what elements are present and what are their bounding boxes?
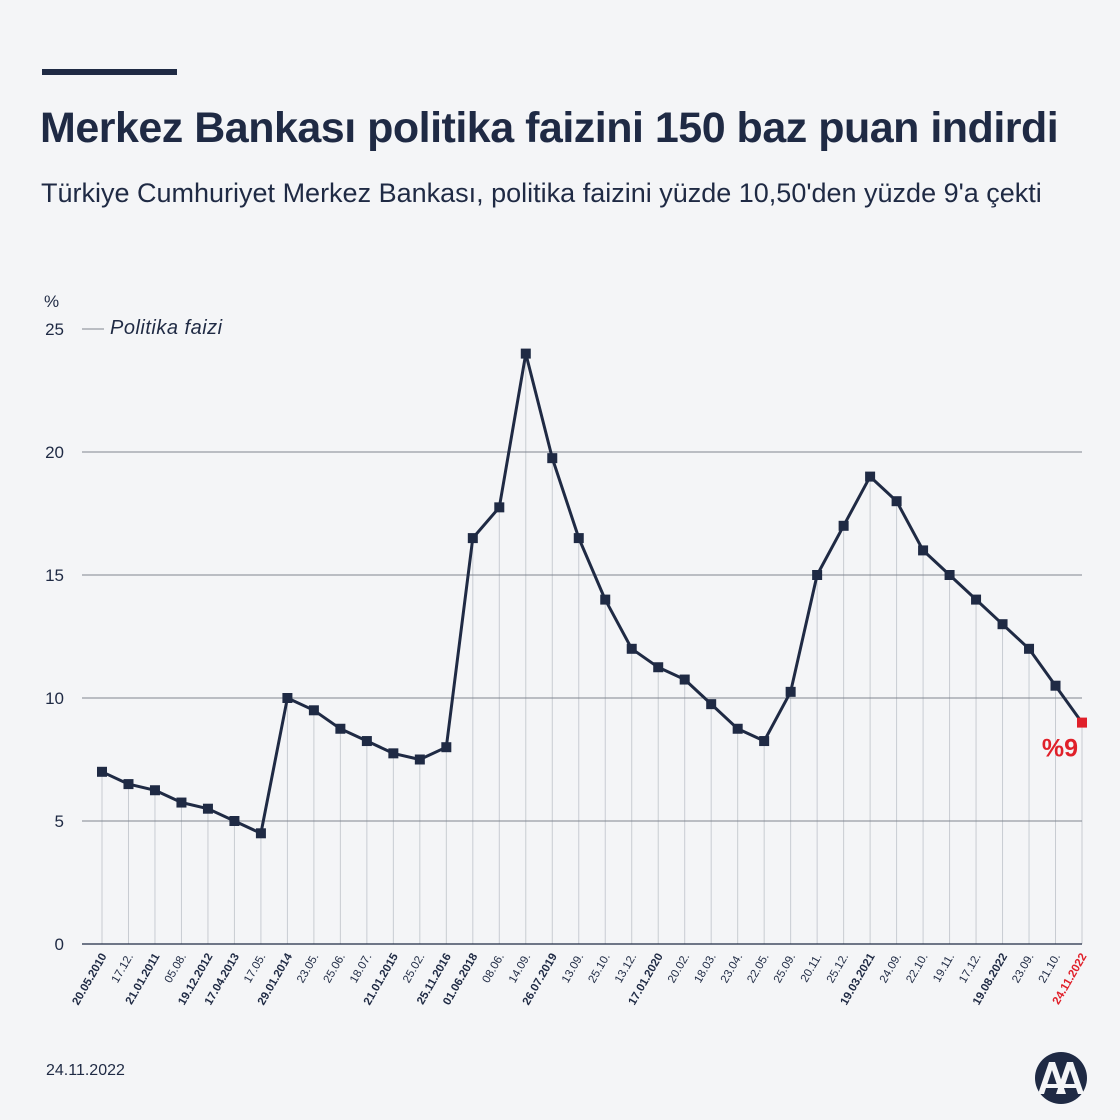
data-point [282,693,293,703]
x-tick-label: 23.04. [719,952,745,986]
data-point [600,594,611,605]
data-point [626,643,637,654]
data-point [785,686,796,697]
data-point [573,533,584,544]
aa-logo-icon [1035,1052,1087,1104]
x-tick-label: 20.02. [666,952,692,986]
top-rule [42,69,177,75]
data-point [1024,643,1035,654]
page-title: Merkez Bankası politika faizini 150 baz … [40,104,1059,152]
data-point [229,816,240,826]
x-tick-label: 25.10. [586,952,612,986]
end-value-label: %9 [1042,735,1078,763]
x-tick-label: 25.06. [322,952,348,986]
data-point [361,736,372,747]
y-axis-label: % [44,292,59,311]
x-tick-label: 23.05. [295,952,321,986]
x-tick-label: 22.05. [745,952,771,986]
x-tick-label: 23.09. [1010,952,1036,986]
data-point [123,779,134,790]
y-tick-label: 15 [45,566,64,585]
data-point [679,674,690,685]
x-tick-label: 17.12. [110,952,136,986]
x-tick-label: 08.06. [481,952,507,986]
data-point [335,723,346,734]
data-point [441,742,452,753]
data-point [467,533,478,544]
x-tick-label: 13.09. [560,952,586,986]
data-point [149,785,160,796]
data-point [759,736,770,747]
y-tick-label: 5 [55,812,64,831]
x-tick-label: 25.09. [772,952,798,986]
data-point [547,453,558,464]
data-point [918,545,929,556]
y-tick-label: 25 [45,320,64,339]
x-tick-label: 17.05. [242,952,268,986]
data-point [944,570,955,580]
x-tick-label: 25.12. [825,952,851,986]
x-tick-label: 22.10. [904,952,930,986]
data-point [388,748,399,759]
y-tick-label: 0 [55,935,64,954]
x-tick-label: 18.03. [692,952,718,986]
y-tick-label: 10 [45,689,64,708]
x-tick-label: 14.09. [507,952,533,986]
data-point [255,828,266,839]
data-point [971,594,982,605]
data-point [202,803,213,814]
footer-date: 24.11.2022 [46,1062,125,1079]
data-point [653,662,664,673]
data-point [706,699,717,710]
legend-label: Politika faizi [110,317,223,339]
x-tick-label: 17.12. [957,952,983,986]
data-point [732,723,743,734]
x-tick-label: 20.05.2010 [70,952,109,1008]
x-tick-label: 21.10. [1037,952,1063,986]
data-point [414,754,425,765]
series-line [101,352,1084,835]
x-tick-label: 24.09. [878,952,904,986]
data-point [997,619,1008,630]
data-point [520,348,531,359]
x-tick-label: 18.07. [348,952,374,986]
data-point [308,705,319,716]
data-point [1050,680,1061,691]
data-point [891,496,902,507]
x-tick-label: 05.08. [163,952,189,986]
page-subtitle: Türkiye Cumhuriyet Merkez Bankası, polit… [41,178,1042,208]
highlight-point [1077,717,1087,728]
x-tick-label: 19.11. [931,952,957,985]
data-point [494,502,505,513]
x-tick-label: 25.02. [401,952,427,986]
data-point [812,570,823,580]
data-point [865,471,876,482]
data-point [176,797,187,808]
y-tick-label: 20 [45,443,64,462]
x-tick-label: 20.11. [799,952,825,985]
data-point [838,520,849,531]
x-tick-label: 13.12. [613,952,639,986]
data-point [97,766,107,777]
